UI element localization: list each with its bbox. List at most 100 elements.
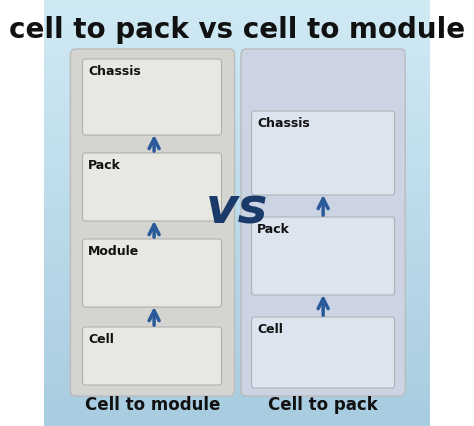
Bar — [45, 90, 429, 91]
Bar — [45, 200, 429, 201]
Bar — [45, 324, 429, 325]
Bar — [45, 183, 429, 184]
Bar — [45, 229, 429, 230]
Bar — [45, 316, 429, 317]
Bar — [45, 245, 429, 246]
Bar — [45, 6, 429, 7]
FancyBboxPatch shape — [82, 153, 221, 221]
Bar — [45, 257, 429, 258]
Bar — [45, 343, 429, 344]
Bar — [45, 151, 429, 152]
Bar — [45, 272, 429, 273]
Bar — [45, 145, 429, 146]
Bar — [45, 27, 429, 28]
Bar — [45, 198, 429, 199]
Bar — [45, 5, 429, 6]
Bar — [45, 71, 429, 72]
Bar — [45, 267, 429, 268]
Bar — [45, 386, 429, 387]
Bar — [45, 32, 429, 33]
Bar — [45, 261, 429, 262]
Bar — [45, 74, 429, 75]
Bar — [45, 103, 429, 104]
Bar — [45, 1, 429, 2]
Bar — [45, 197, 429, 198]
Bar — [45, 34, 429, 35]
Bar — [45, 120, 429, 121]
Bar — [45, 309, 429, 310]
Bar — [45, 186, 429, 187]
Bar — [45, 147, 429, 148]
Bar — [45, 154, 429, 155]
Bar — [45, 45, 429, 46]
Bar — [45, 339, 429, 340]
Bar — [45, 370, 429, 371]
Bar — [45, 123, 429, 124]
Bar — [45, 404, 429, 405]
Bar — [45, 97, 429, 98]
Bar — [45, 121, 429, 122]
Bar — [45, 0, 429, 1]
Bar — [45, 235, 429, 236]
Bar — [45, 161, 429, 162]
Bar — [45, 126, 429, 127]
Bar — [45, 155, 429, 156]
FancyBboxPatch shape — [252, 317, 395, 388]
Bar — [45, 385, 429, 386]
Bar — [45, 77, 429, 78]
Bar — [45, 240, 429, 241]
Bar — [45, 300, 429, 301]
Bar — [45, 143, 429, 144]
Bar — [45, 362, 429, 363]
Bar — [45, 218, 429, 219]
Bar — [45, 207, 429, 208]
Bar — [45, 67, 429, 68]
Bar — [45, 172, 429, 173]
Bar — [45, 234, 429, 235]
Bar — [45, 194, 429, 195]
Bar — [45, 366, 429, 367]
Bar — [45, 41, 429, 42]
Bar — [45, 156, 429, 157]
Bar — [45, 108, 429, 109]
Bar — [45, 95, 429, 96]
Text: Pack: Pack — [88, 159, 121, 172]
Bar — [45, 420, 429, 421]
Bar — [45, 356, 429, 357]
Bar — [45, 244, 429, 245]
Bar — [45, 144, 429, 145]
Bar — [45, 82, 429, 83]
Bar — [45, 119, 429, 120]
Bar — [45, 220, 429, 221]
Bar — [45, 293, 429, 294]
Bar — [45, 22, 429, 23]
Bar — [45, 135, 429, 136]
Bar — [45, 271, 429, 272]
Bar — [45, 232, 429, 233]
Bar — [45, 87, 429, 88]
Bar — [45, 353, 429, 354]
Bar — [45, 252, 429, 253]
Bar — [45, 202, 429, 203]
Bar — [45, 317, 429, 318]
Bar — [45, 195, 429, 196]
Bar — [45, 141, 429, 142]
Bar — [45, 407, 429, 408]
Bar — [45, 60, 429, 61]
Bar — [45, 398, 429, 399]
Bar — [45, 388, 429, 389]
Bar — [45, 137, 429, 138]
Bar — [45, 157, 429, 158]
Bar — [45, 39, 429, 40]
Bar — [45, 116, 429, 117]
Bar — [45, 312, 429, 313]
Bar — [45, 241, 429, 242]
Bar — [45, 118, 429, 119]
Bar — [45, 177, 429, 178]
Bar — [45, 92, 429, 93]
Bar — [45, 25, 429, 26]
Bar — [45, 255, 429, 256]
Bar — [45, 269, 429, 270]
Bar — [45, 106, 429, 107]
Bar — [45, 190, 429, 191]
